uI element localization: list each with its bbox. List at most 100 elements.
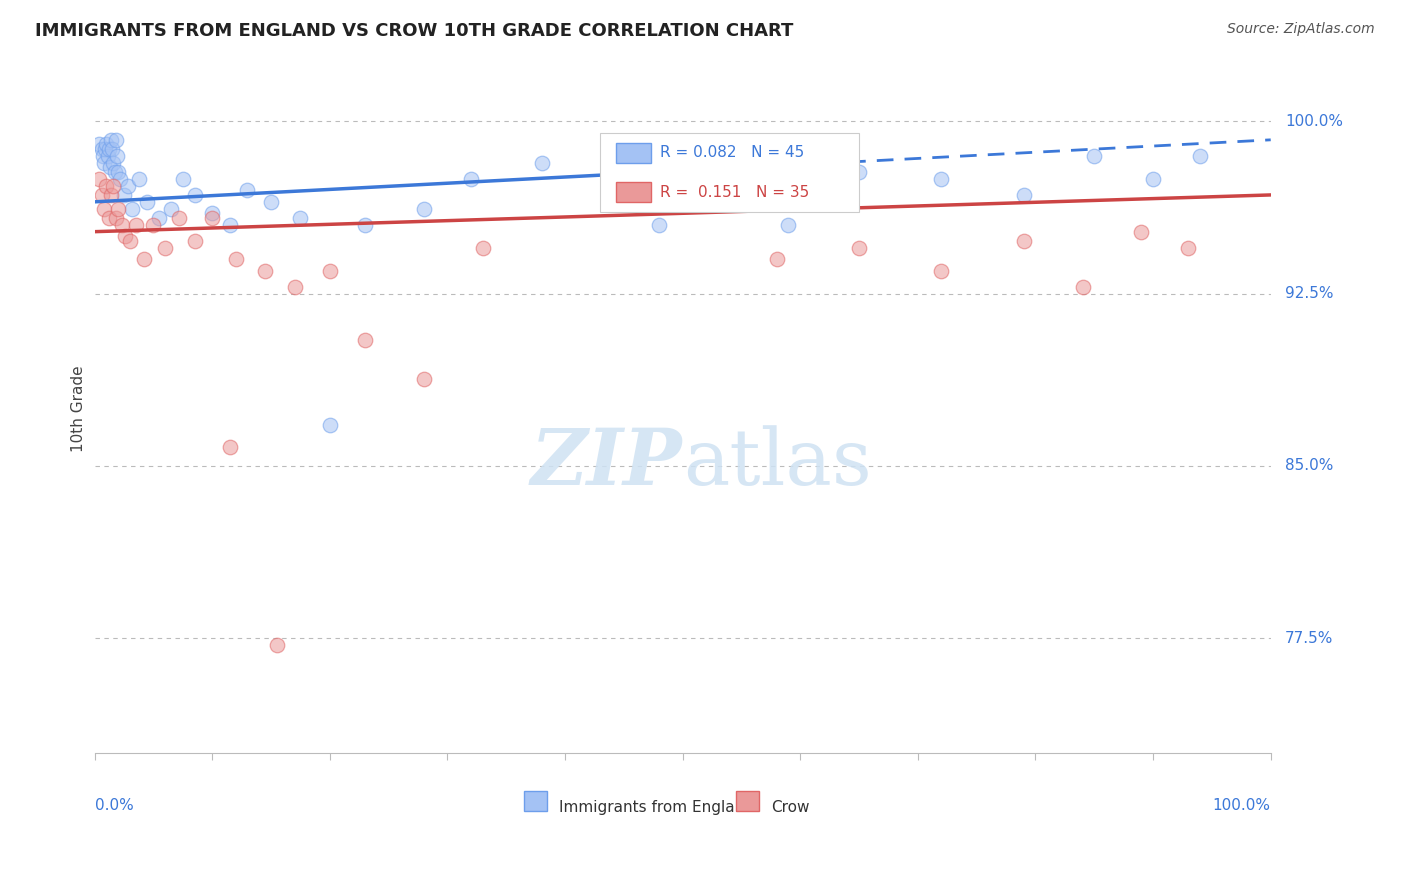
Point: [125, 218, 148, 232]
Point: [117, 178, 139, 193]
Text: Source: ZipAtlas.com: Source: ZipAtlas.com: [1227, 22, 1375, 37]
Point: [121, 202, 143, 216]
Text: atlas: atlas: [683, 425, 872, 501]
Text: Immigrants from England: Immigrants from England: [560, 800, 754, 814]
Point: [97, 142, 120, 156]
Point: [201, 206, 224, 220]
Point: [114, 229, 136, 244]
Point: [148, 211, 170, 225]
Point: [1189, 149, 1212, 163]
Point: [94, 142, 117, 156]
Point: [107, 202, 129, 216]
Point: [160, 202, 183, 216]
Point: [118, 234, 141, 248]
FancyBboxPatch shape: [616, 183, 651, 202]
Point: [172, 172, 194, 186]
Point: [848, 165, 870, 179]
Point: [132, 252, 155, 267]
Point: [225, 252, 247, 267]
Point: [848, 241, 870, 255]
Point: [100, 133, 122, 147]
Point: [93, 202, 115, 216]
Point: [1083, 149, 1105, 163]
Point: [1177, 241, 1199, 255]
Point: [530, 155, 553, 169]
FancyBboxPatch shape: [735, 790, 759, 812]
Point: [1071, 279, 1094, 293]
Point: [153, 241, 176, 255]
Point: [96, 178, 118, 193]
Point: [1012, 234, 1035, 248]
Point: [707, 149, 730, 163]
Point: [412, 371, 434, 385]
Text: Crow: Crow: [770, 800, 810, 814]
Point: [201, 211, 224, 225]
FancyBboxPatch shape: [524, 790, 547, 812]
Point: [931, 263, 953, 277]
Point: [97, 211, 120, 225]
Text: R = 0.082   N = 45: R = 0.082 N = 45: [661, 145, 804, 161]
Point: [648, 218, 671, 232]
Point: [471, 241, 494, 255]
Point: [319, 263, 342, 277]
Text: 85.0%: 85.0%: [1285, 458, 1333, 474]
Point: [110, 172, 132, 186]
Point: [98, 161, 121, 175]
Text: ZIP: ZIP: [531, 425, 683, 502]
FancyBboxPatch shape: [616, 143, 651, 162]
Point: [254, 263, 277, 277]
Point: [89, 172, 111, 186]
Point: [167, 211, 190, 225]
Point: [90, 142, 112, 156]
Point: [778, 218, 800, 232]
Text: 92.5%: 92.5%: [1285, 286, 1333, 301]
Point: [765, 252, 787, 267]
Point: [354, 218, 377, 232]
Point: [96, 137, 118, 152]
Point: [931, 172, 953, 186]
Point: [1012, 188, 1035, 202]
Text: 77.5%: 77.5%: [1285, 631, 1333, 646]
Text: R =  0.151   N = 35: R = 0.151 N = 35: [661, 185, 810, 200]
Point: [283, 279, 305, 293]
Y-axis label: 10th Grade: 10th Grade: [72, 365, 86, 451]
Point: [1130, 225, 1153, 239]
Point: [101, 142, 124, 156]
Text: 0.0%: 0.0%: [94, 797, 134, 813]
Point: [319, 417, 342, 432]
Point: [142, 218, 165, 232]
Point: [260, 194, 283, 209]
Point: [460, 172, 482, 186]
Point: [104, 133, 127, 147]
Point: [290, 211, 312, 225]
Point: [105, 149, 128, 163]
Point: [103, 155, 125, 169]
Point: [136, 194, 159, 209]
Point: [128, 172, 150, 186]
FancyBboxPatch shape: [600, 133, 859, 212]
Point: [218, 441, 240, 455]
Point: [91, 149, 114, 163]
Text: IMMIGRANTS FROM ENGLAND VS CROW 10TH GRADE CORRELATION CHART: IMMIGRANTS FROM ENGLAND VS CROW 10TH GRA…: [35, 22, 793, 40]
Text: 100.0%: 100.0%: [1213, 797, 1271, 813]
Point: [103, 178, 125, 193]
Point: [93, 155, 115, 169]
Point: [100, 188, 122, 202]
Point: [1142, 172, 1164, 186]
Point: [354, 333, 377, 347]
Point: [96, 149, 118, 163]
Point: [104, 211, 127, 225]
Point: [90, 188, 112, 202]
Point: [412, 202, 434, 216]
Point: [183, 188, 205, 202]
Point: [107, 165, 129, 179]
Text: 100.0%: 100.0%: [1285, 114, 1343, 129]
Point: [218, 218, 240, 232]
Point: [111, 218, 134, 232]
Point: [266, 638, 288, 652]
Point: [103, 165, 125, 179]
Point: [89, 137, 111, 152]
Point: [236, 183, 259, 197]
Point: [183, 234, 205, 248]
Point: [112, 188, 135, 202]
